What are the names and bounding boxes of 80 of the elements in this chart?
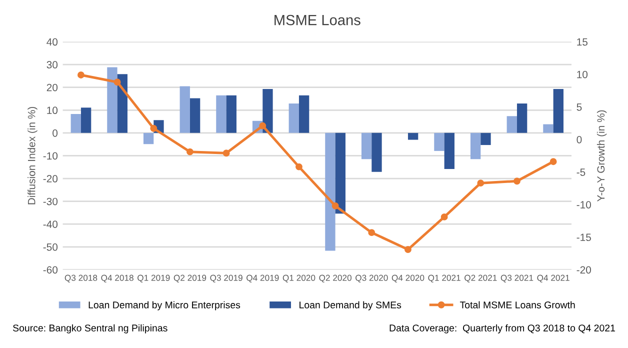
y-tick-label: -30 [43, 198, 58, 206]
bar [372, 132, 382, 172]
x-tick-label: Q4 2021 [537, 274, 570, 282]
bar [444, 132, 454, 169]
bar [543, 124, 554, 133]
bar [408, 132, 418, 140]
x-tick-label: Q1 2020 [282, 274, 316, 282]
point [404, 246, 412, 253]
x-tick-label: Q3 2018 [64, 274, 98, 282]
y-tick-label: -10 [43, 152, 58, 160]
point [222, 150, 230, 157]
y2-tick-label: 10 [577, 70, 588, 78]
x-tick-label: Q3 2019 [210, 274, 242, 282]
bar [80, 108, 92, 133]
point [259, 122, 266, 130]
bar [190, 98, 200, 133]
point [514, 178, 520, 185]
legend-label: Loan Demand by Micro Enterprises [88, 301, 240, 310]
y-tick-label: 40 [46, 38, 58, 46]
point [77, 72, 84, 78]
y2-tick-label: -10 [576, 201, 591, 208]
legend-label: Loan Demand by SMEs [300, 301, 402, 310]
y2-tick-label: 15 [577, 38, 588, 46]
x-tick-label: Q1 2021 [428, 274, 460, 282]
y2-axis-title: Y-o-Y Growth (in %) [596, 110, 607, 202]
bar [288, 104, 299, 133]
y-tick-label: 20 [46, 84, 58, 92]
y2-tick-label: 0 [576, 136, 582, 144]
x-tick-label: Q2 2020 [319, 274, 352, 282]
point [440, 213, 448, 220]
bar [470, 132, 481, 160]
point [186, 148, 194, 156]
bar [70, 114, 81, 133]
bar [107, 67, 118, 133]
point [114, 78, 121, 86]
bar [480, 132, 491, 146]
bar [262, 88, 273, 133]
point [368, 229, 376, 236]
x-tick-label: Q1 2019 [138, 274, 170, 282]
bar [553, 88, 564, 133]
x-tick-label: Q4 2018 [101, 274, 134, 282]
bar [143, 132, 154, 144]
x-tick-label: Q3 2021 [500, 274, 534, 282]
bar [434, 132, 444, 151]
bar [216, 95, 226, 133]
x-tick-label: Q4 2020 [392, 274, 424, 282]
point [332, 202, 339, 210]
chart-title: MSME Loans [274, 14, 360, 26]
y-tick-label: -50 [43, 243, 58, 251]
bar [117, 74, 128, 133]
y-axis-title: Diffusion Index (in %) [28, 106, 38, 204]
y-tick-label: -40 [43, 220, 58, 228]
point [296, 163, 302, 170]
bar [325, 132, 336, 251]
y-tick-label: -60 [43, 266, 58, 274]
y2-tick-label: -20 [576, 266, 591, 274]
y2-tick-label: 5 [576, 103, 582, 111]
y2-tick-label: -5 [576, 168, 586, 176]
source-note: Source: Bangko Sentral ng Pilipinas [13, 324, 168, 334]
bar [298, 95, 310, 133]
point [550, 158, 557, 166]
point [150, 124, 158, 132]
y-tick-label: 0 [52, 129, 58, 137]
text: Data Coverage: Quarterly from Q3 2018 to Q4 2021 [390, 324, 615, 334]
y2-tick-label: -15 [576, 234, 591, 242]
bar [506, 116, 517, 133]
legend-label: Total MSME Loans Growth [460, 301, 575, 308]
bar [226, 95, 236, 133]
x-tick-label: Q2 2021 [464, 274, 497, 282]
x-tick-label: Q3 2020 [356, 274, 388, 282]
x-tick-label: Q2 2019 [174, 274, 206, 282]
y-tick-label: 10 [47, 106, 58, 114]
x-tick-label: Q4 2019 [246, 274, 279, 282]
bar [335, 132, 346, 214]
y-tick-label: -20 [43, 175, 58, 182]
point [477, 180, 484, 187]
bar [516, 104, 528, 133]
bar [180, 86, 190, 133]
bar [361, 132, 372, 160]
y-tick-label: 30 [46, 61, 58, 68]
